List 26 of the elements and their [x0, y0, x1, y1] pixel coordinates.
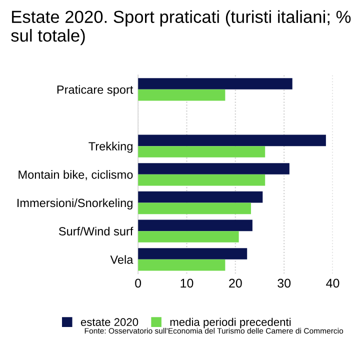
y-tick-label: Trekking [88, 142, 132, 153]
legend-label: estate 2020 [80, 318, 138, 326]
bar [138, 191, 263, 203]
bar [138, 231, 239, 242]
y-tick-label: Montain bike, ciclismo [18, 170, 133, 180]
bar [138, 146, 266, 158]
x-tick-label: 30 [278, 278, 291, 288]
bar [138, 202, 251, 214]
y-tick-label: Immersioni/Snorkeling [18, 198, 132, 210]
bar [138, 78, 292, 90]
bar [138, 220, 252, 232]
x-tick-label: 40 [326, 278, 340, 288]
bar [138, 134, 326, 146]
y-tick-label: Vela [110, 255, 134, 264]
bar [138, 163, 290, 174]
x-tick-label: 10 [180, 278, 194, 288]
y-tick-label: Surf/Wind surf [58, 226, 134, 236]
bar [138, 89, 226, 101]
bar [138, 248, 248, 260]
chart-title: Estate 2020. Sport praticati (turisti italiani; % sul totale) [11, 10, 351, 46]
legend-label: media periodi precedenti [170, 318, 291, 328]
bar [138, 259, 226, 271]
x-tick-label: 20 [229, 278, 242, 288]
y-tick-label: Praticare sport [57, 85, 134, 96]
bar [138, 174, 266, 186]
x-tick-label: 0 [135, 278, 142, 288]
